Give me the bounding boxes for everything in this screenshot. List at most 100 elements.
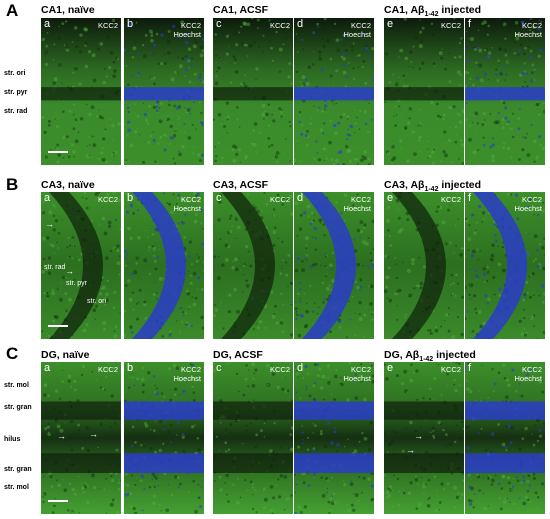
texture-speck	[238, 126, 241, 128]
texture-speck	[318, 57, 323, 61]
texture-speck	[363, 110, 367, 114]
texture-speck	[154, 267, 158, 271]
texture-speck	[418, 108, 421, 111]
texture-speck	[394, 19, 398, 24]
nucleus	[144, 410, 147, 414]
texture-speck	[76, 40, 79, 42]
texture-speck	[481, 122, 485, 126]
texture-speck	[41, 493, 45, 498]
texture-speck	[347, 438, 349, 440]
texture-speck	[522, 298, 526, 302]
texture-speck	[396, 318, 399, 321]
texture-speck	[213, 304, 215, 306]
texture-speck	[285, 138, 287, 140]
texture-speck	[64, 292, 68, 296]
nucleus	[186, 412, 191, 417]
texture-speck	[115, 56, 119, 60]
texture-speck	[48, 210, 53, 215]
texture-speck	[302, 376, 305, 380]
texture-speck	[308, 394, 312, 398]
nucleus	[177, 486, 180, 489]
nucleus	[521, 71, 525, 76]
texture-speck	[85, 103, 88, 106]
nucleus	[323, 253, 326, 255]
texture-speck	[129, 325, 133, 329]
texture-speck	[124, 124, 125, 126]
texture-speck	[487, 51, 492, 55]
nucleus	[495, 72, 498, 76]
texture-speck	[287, 254, 290, 257]
texture-speck	[69, 142, 71, 145]
texture-speck	[280, 292, 283, 296]
texture-speck	[134, 440, 137, 444]
texture-speck	[524, 46, 527, 50]
texture-speck	[455, 273, 458, 277]
texture-speck	[447, 139, 452, 143]
texture-speck	[248, 369, 250, 371]
texture-speck	[521, 200, 524, 203]
texture-speck	[279, 474, 284, 478]
texture-speck	[262, 34, 264, 37]
texture-speck	[263, 422, 266, 425]
texture-speck	[303, 132, 305, 134]
texture-speck	[192, 271, 197, 276]
texture-speck	[319, 222, 322, 224]
panel-letter: f	[468, 362, 472, 374]
texture-speck	[197, 379, 199, 381]
texture-speck	[77, 258, 81, 262]
texture-speck	[526, 153, 531, 158]
texture-speck	[58, 297, 63, 302]
nucleus	[312, 449, 315, 452]
nucleus	[152, 138, 156, 143]
tissue-background	[294, 362, 374, 514]
texture-speck	[254, 445, 258, 449]
nucleus	[126, 253, 129, 256]
texture-speck	[538, 380, 543, 384]
texture-speck	[299, 397, 302, 400]
texture-speck	[228, 293, 232, 297]
texture-speck	[443, 153, 448, 158]
nucleus	[299, 300, 302, 303]
texture-speck	[467, 498, 471, 502]
texture-speck	[531, 71, 534, 74]
cell-layer	[294, 401, 374, 420]
texture-speck	[346, 503, 349, 506]
nucleus	[537, 27, 541, 31]
texture-speck	[493, 293, 496, 296]
group-title-text: CA3, Aβ	[384, 179, 425, 191]
texture-speck	[57, 483, 61, 488]
texture-speck	[70, 449, 74, 452]
texture-speck	[487, 476, 491, 480]
texture-speck	[509, 126, 511, 129]
texture-speck	[418, 67, 422, 71]
panel-letter: e	[387, 192, 394, 204]
texture-speck	[442, 149, 446, 154]
texture-speck	[188, 80, 192, 84]
texture-speck	[411, 262, 415, 266]
texture-speck	[359, 220, 364, 225]
texture-speck	[476, 63, 478, 66]
texture-speck	[476, 221, 479, 224]
texture-speck	[510, 156, 513, 159]
texture-speck	[357, 66, 360, 69]
texture-speck	[305, 247, 308, 250]
texture-speck	[76, 490, 78, 492]
texture-speck	[288, 62, 291, 65]
texture-speck	[256, 27, 259, 30]
marker-hoechst: Hoechst	[514, 30, 542, 40]
texture-speck	[242, 291, 244, 293]
texture-speck	[124, 284, 128, 287]
texture-speck	[343, 193, 348, 198]
texture-speck	[342, 70, 347, 75]
nucleus	[469, 268, 472, 271]
texture-speck	[432, 434, 435, 438]
texture-speck	[86, 448, 90, 452]
texture-speck	[261, 420, 263, 422]
texture-speck	[387, 487, 391, 491]
texture-speck	[295, 313, 299, 317]
texture-speck	[532, 139, 537, 144]
nucleus	[186, 470, 191, 474]
nucleus	[153, 227, 158, 231]
texture-speck	[365, 306, 367, 309]
texture-speck	[135, 478, 138, 480]
